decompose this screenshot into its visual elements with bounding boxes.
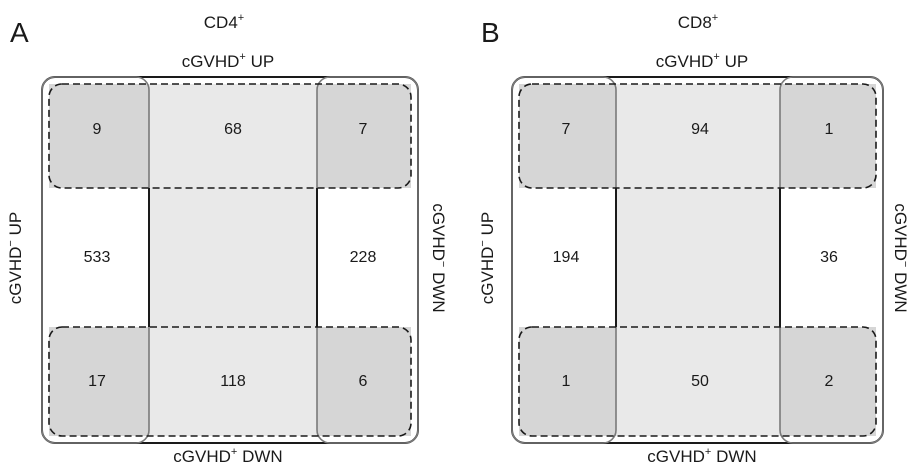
right-set-label: cGVHD− DWN [891, 203, 907, 312]
panel-letter: A [10, 17, 29, 48]
panel-b: B CD8+ cGVHD+ UP cGVHD+ DWN cGVHD− UP cG… [477, 12, 907, 466]
top-row-set [48, 83, 412, 189]
overlap-bottom-right [780, 327, 876, 436]
overlap-bottom-left [519, 327, 616, 436]
panel-letter: B [481, 17, 500, 48]
cell-type-label: CD4+ [204, 12, 244, 32]
overlap-bottom-right [317, 327, 411, 436]
cell-type-label: CD8+ [678, 12, 718, 32]
count-top-mid: 94 [691, 121, 709, 138]
count-mid-left: 194 [553, 249, 580, 266]
overlap-top-right [317, 84, 411, 188]
top-set-label: cGVHD+ UP [656, 51, 748, 71]
panel-a: A CD4+ cGVHD+ UP cGVHD+ DWN cGVHD− UP cG… [5, 12, 449, 466]
count-mid-left: 533 [84, 249, 111, 266]
bottom-set-label: cGVHD+ DWN [647, 446, 756, 466]
count-top-left: 9 [93, 121, 102, 138]
count-top-left: 7 [562, 121, 571, 138]
count-bottom-right: 6 [359, 373, 368, 390]
count-bottom-left: 1 [562, 373, 571, 390]
count-bottom-mid: 118 [220, 373, 246, 390]
count-bottom-right: 2 [825, 373, 834, 390]
count-top-right: 1 [825, 121, 834, 138]
overlap-top-left [519, 84, 616, 188]
count-top-right: 7 [359, 121, 368, 138]
top-set-label: cGVHD+ UP [182, 51, 274, 71]
count-bottom-mid: 50 [691, 373, 709, 390]
bottom-row-set [518, 326, 877, 437]
overlap-top-left [49, 84, 149, 188]
count-top-mid: 68 [224, 121, 242, 138]
left-set-label: cGVHD− UP [477, 212, 497, 304]
overlap-bottom-left [49, 327, 149, 436]
bottom-set-label: cGVHD+ DWN [173, 446, 282, 466]
count-mid-right: 36 [820, 249, 838, 266]
left-set-label: cGVHD− UP [5, 212, 25, 304]
top-row-set [518, 83, 877, 189]
count-mid-right: 228 [350, 249, 377, 266]
bottom-row-set [48, 326, 412, 437]
overlap-top-right [780, 84, 876, 188]
right-set-label: cGVHD− DWN [429, 203, 449, 312]
count-bottom-left: 17 [88, 373, 106, 390]
